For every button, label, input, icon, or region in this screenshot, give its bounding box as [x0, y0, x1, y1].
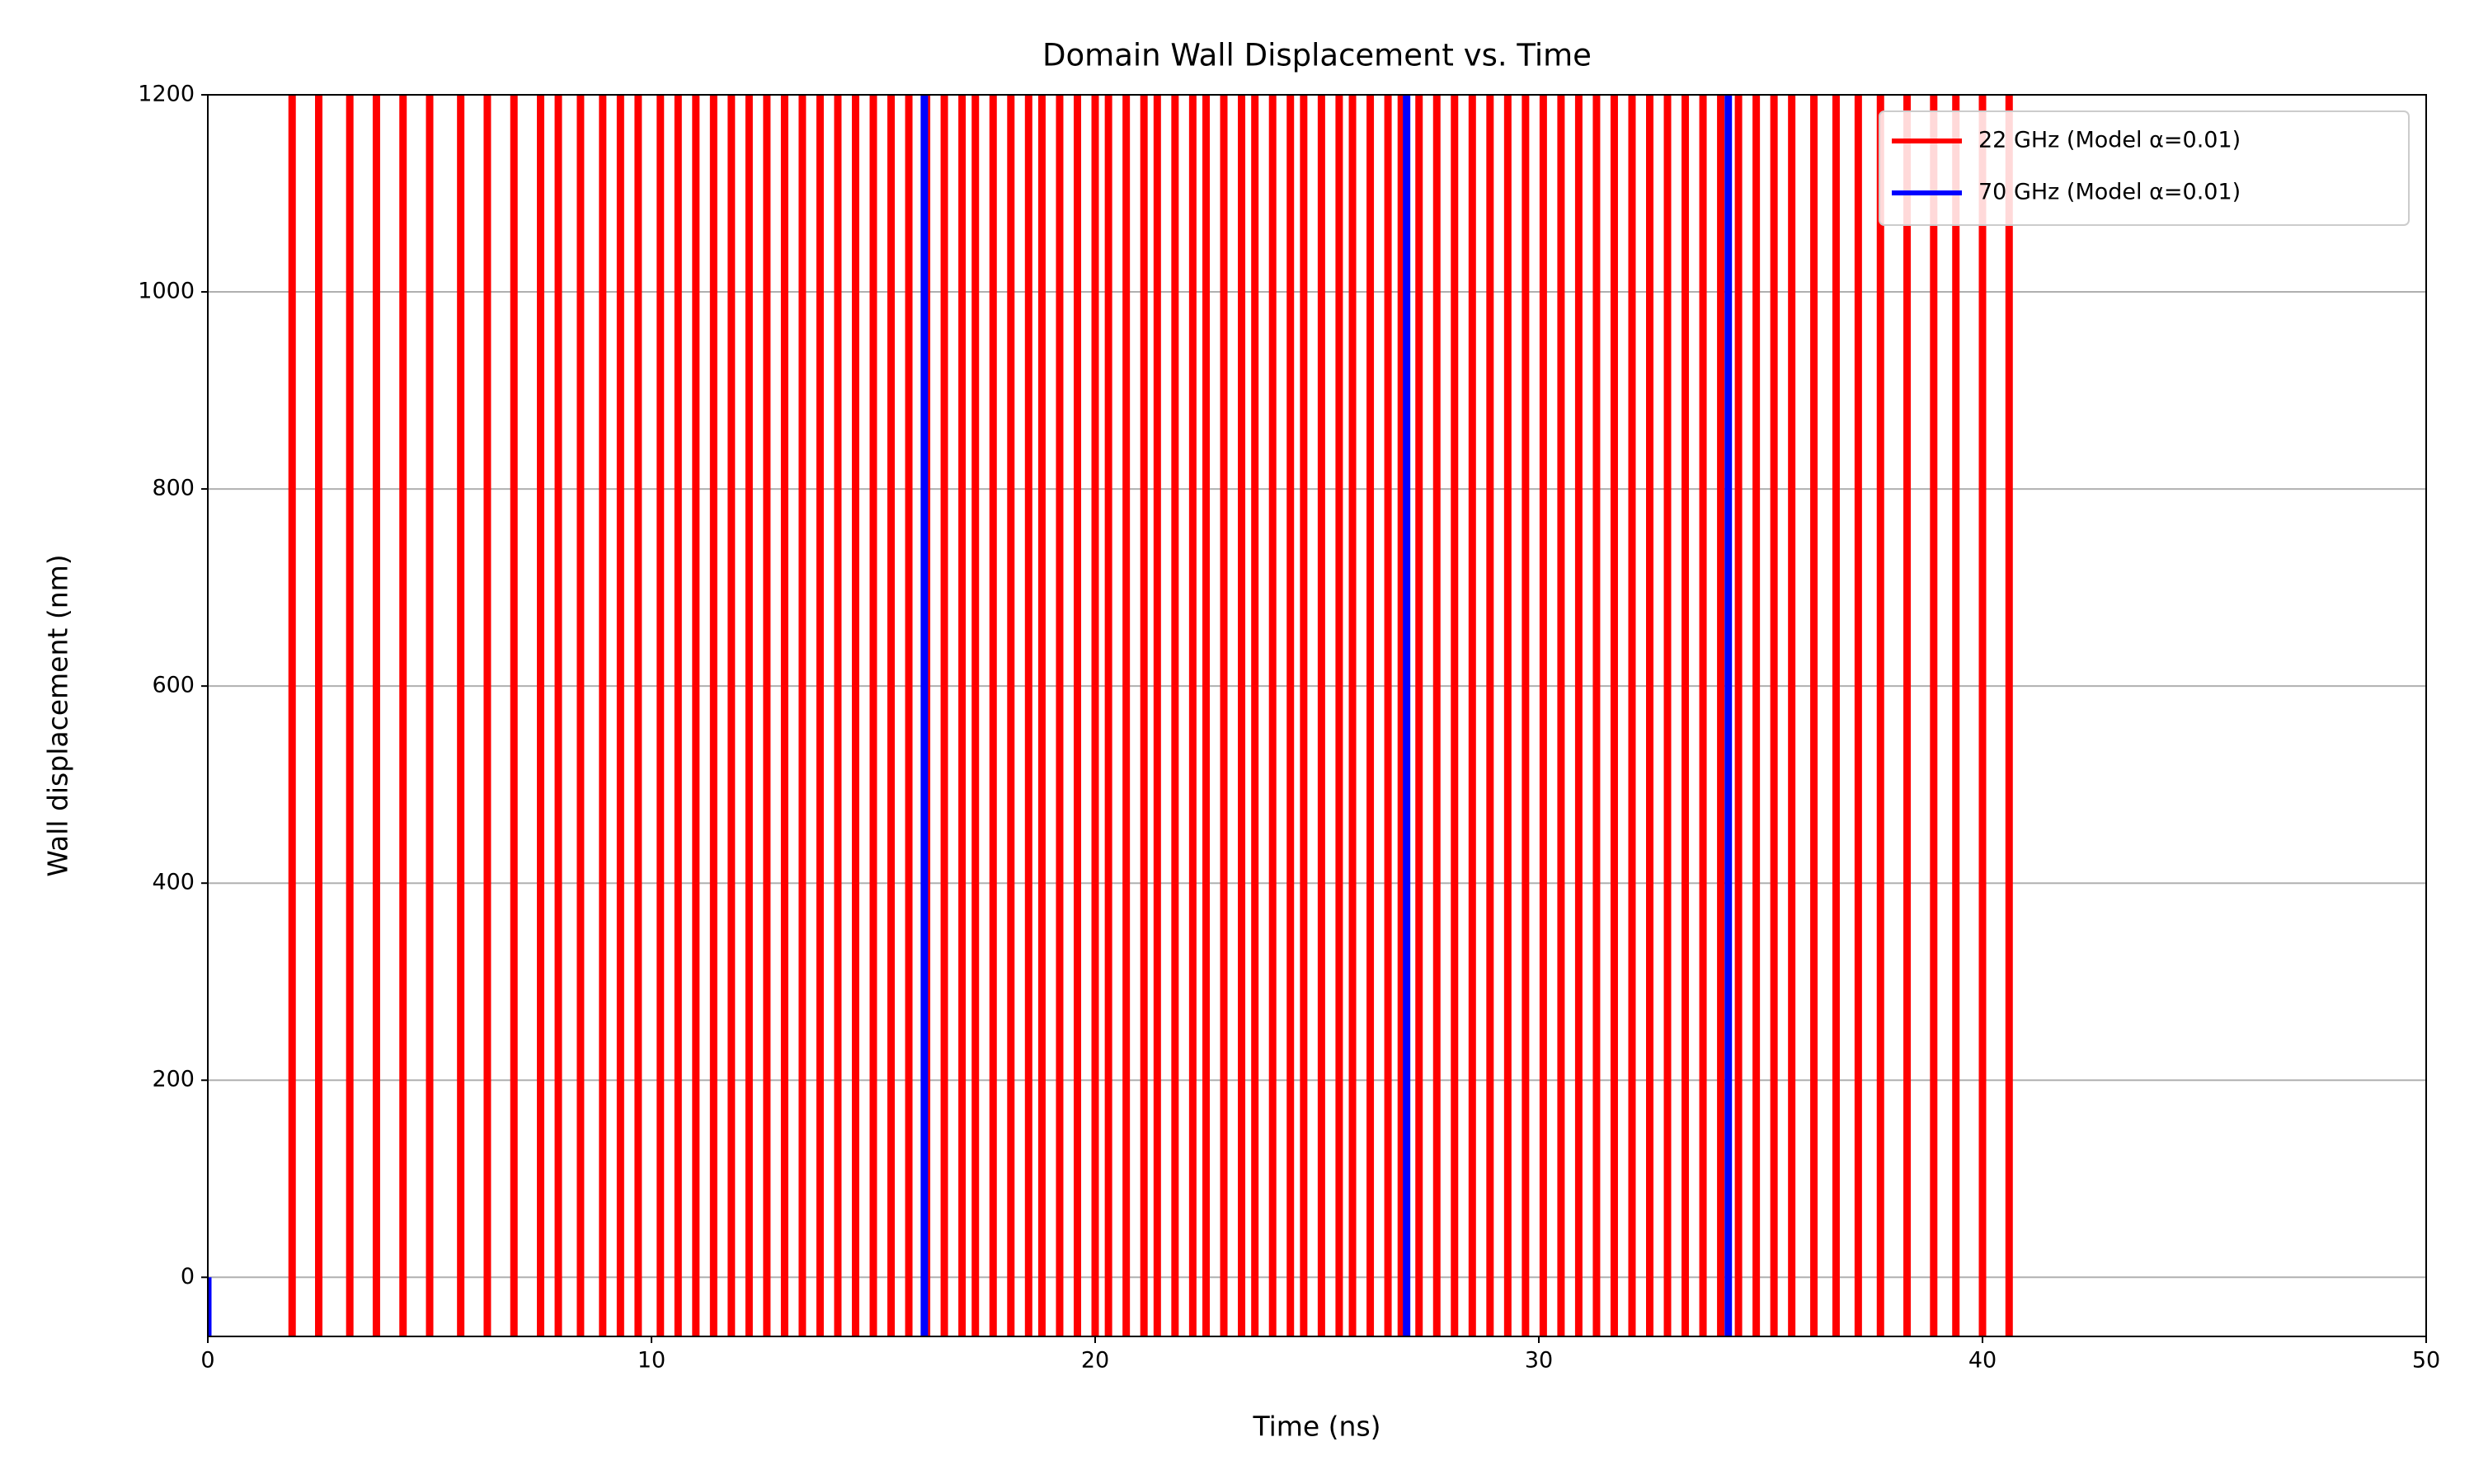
legend-label: 22 GHz (Model α=0.01)	[1978, 128, 2241, 153]
x-tick-label: 40	[1968, 1348, 1997, 1374]
y-tick-label: 1200	[138, 82, 195, 107]
y-tick-label: 1000	[138, 279, 195, 304]
x-tick-label: 50	[2412, 1348, 2440, 1374]
x-tick-label: 30	[1525, 1348, 1553, 1374]
x-axis-label: Time (ns)	[1252, 1411, 1380, 1443]
series-line	[208, 95, 1733, 1336]
y-tick-label: 400	[152, 870, 195, 895]
plot-frame	[207, 94, 2427, 1337]
legend-label: 70 GHz (Model α=0.01)	[1978, 180, 2241, 205]
ticks: 0 200 400 600 800 1000 1200 0 10 20 30 40 50	[138, 82, 2440, 1374]
x-tick-label: 10	[637, 1348, 666, 1374]
chart-title: Domain Wall Displacement vs. Time	[1042, 38, 1592, 73]
y-tick-label: 600	[152, 673, 195, 698]
y-tick-label: 800	[152, 476, 195, 501]
x-tick-label: 20	[1081, 1348, 1109, 1374]
plot-lines	[208, 95, 2013, 1336]
y-tick-label: 200	[152, 1067, 195, 1092]
y-tick-label: 0	[181, 1264, 195, 1289]
legend-box	[1879, 110, 2410, 226]
y-axis-label: Wall displacement (nm)	[42, 554, 74, 876]
x-tick-label: 0	[200, 1348, 214, 1374]
legend: 22 GHz (Model α=0.01) 70 GHz (Model α=0.0…	[1879, 110, 2410, 226]
